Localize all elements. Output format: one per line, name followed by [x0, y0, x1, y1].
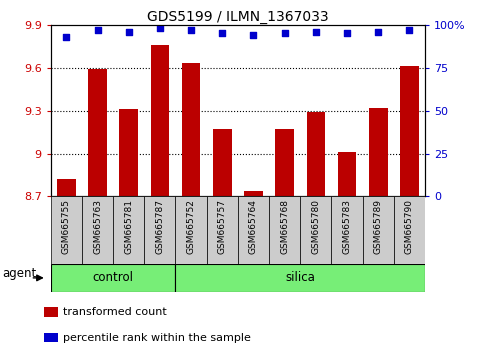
Point	[125, 29, 132, 34]
Bar	[175, 196, 207, 264]
Point	[62, 34, 70, 40]
Point	[156, 25, 164, 31]
Bar	[369, 108, 388, 196]
Bar	[269, 196, 300, 264]
Bar	[51, 196, 82, 264]
Point	[187, 27, 195, 33]
Bar	[338, 152, 356, 196]
Point	[406, 27, 413, 33]
Bar	[82, 196, 113, 264]
Bar	[207, 196, 238, 264]
Point	[312, 29, 320, 34]
Text: GSM665789: GSM665789	[374, 199, 383, 254]
Bar	[113, 196, 144, 264]
Text: control: control	[93, 272, 134, 284]
Text: GSM665757: GSM665757	[218, 199, 227, 254]
Bar	[244, 191, 263, 196]
Bar	[44, 333, 58, 343]
Bar	[300, 196, 331, 264]
Point	[218, 30, 226, 36]
Text: GSM665780: GSM665780	[312, 199, 320, 254]
Point	[250, 32, 257, 38]
Bar	[213, 129, 232, 196]
Bar	[144, 196, 175, 264]
Text: agent: agent	[2, 267, 37, 280]
Bar	[307, 112, 325, 196]
Text: silica: silica	[285, 272, 315, 284]
Text: GSM665752: GSM665752	[186, 199, 196, 254]
Text: GSM665763: GSM665763	[93, 199, 102, 254]
Text: GSM665783: GSM665783	[342, 199, 352, 254]
Text: GSM665790: GSM665790	[405, 199, 414, 254]
Bar	[51, 264, 175, 292]
Bar	[119, 109, 138, 196]
Bar	[275, 129, 294, 196]
Title: GDS5199 / ILMN_1367033: GDS5199 / ILMN_1367033	[147, 10, 329, 24]
Bar	[238, 196, 269, 264]
Bar	[400, 66, 419, 196]
Bar	[394, 196, 425, 264]
Bar	[331, 196, 363, 264]
Text: GSM665768: GSM665768	[280, 199, 289, 254]
Bar	[363, 196, 394, 264]
Text: GSM665755: GSM665755	[62, 199, 71, 254]
Bar	[151, 45, 169, 196]
Text: GSM665764: GSM665764	[249, 199, 258, 254]
Bar	[57, 179, 76, 196]
Text: percentile rank within the sample: percentile rank within the sample	[63, 333, 251, 343]
Point	[94, 27, 101, 33]
Bar	[44, 307, 58, 317]
Bar	[88, 69, 107, 196]
Point	[343, 30, 351, 36]
Text: GSM665787: GSM665787	[156, 199, 164, 254]
Text: GSM665781: GSM665781	[124, 199, 133, 254]
Bar	[182, 63, 200, 196]
Point	[281, 30, 288, 36]
Bar	[175, 264, 425, 292]
Text: transformed count: transformed count	[63, 307, 167, 317]
Point	[374, 29, 382, 34]
